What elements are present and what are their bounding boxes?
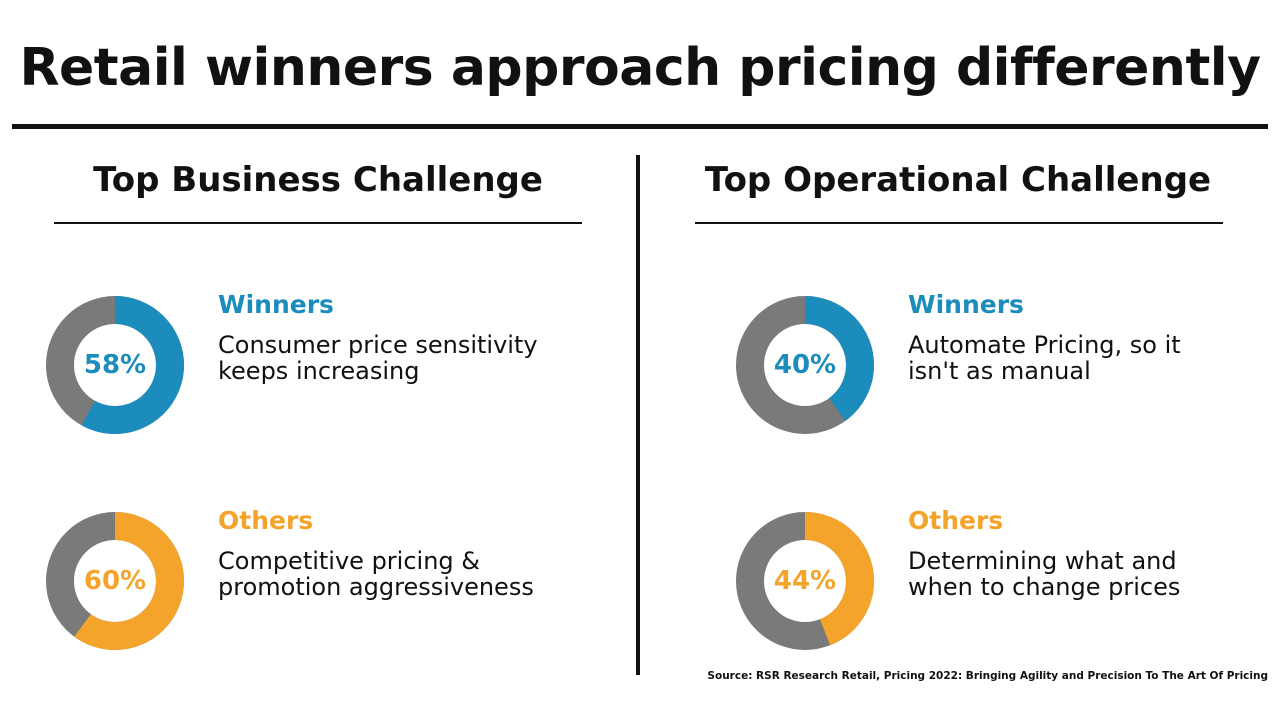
panel-heading-rule: [695, 222, 1223, 224]
donut-svg: [46, 296, 184, 434]
donut-svg: [46, 512, 184, 650]
donut-percent-label: 58%: [83, 350, 147, 380]
panel-heading: Top Operational Challenge: [704, 160, 1212, 200]
group-label: Others: [218, 506, 314, 535]
donut-item: 60% Others Competitive pricing & promoti…: [40, 506, 660, 656]
description-line: Consumer price sensitivity: [218, 331, 538, 359]
group-label: Winners: [908, 290, 1024, 319]
donut-svg: [736, 296, 874, 434]
page-title: Retail winners approach pricing differen…: [19, 38, 1261, 98]
description-line: Competitive pricing &: [218, 547, 480, 575]
challenge-description: Competitive pricing & promotion aggressi…: [218, 548, 548, 600]
donut-value-arc: [736, 296, 874, 434]
description-line: promotion aggressiveness: [218, 573, 534, 601]
panel-heading-rule: [54, 222, 582, 224]
donut-chart: 40%: [730, 290, 880, 440]
donut-chart: 58%: [40, 290, 190, 440]
donut-value-arc: [736, 512, 874, 650]
group-label: Others: [908, 506, 1004, 535]
description-line: Determining what and: [908, 547, 1177, 575]
donut-value-arc: [46, 296, 184, 434]
panel-heading: Top Business Challenge: [93, 160, 543, 200]
challenge-description: Automate Pricing, so it isn't as manual: [908, 332, 1238, 384]
description-line: Automate Pricing, so it: [908, 331, 1181, 359]
panel-divider: [636, 155, 640, 675]
challenge-description: Determining what and when to change pric…: [908, 548, 1238, 600]
challenge-description: Consumer price sensitivity keeps increas…: [218, 332, 548, 384]
donut-item: 44% Others Determining what and when to …: [730, 506, 1280, 656]
description-line: keeps increasing: [218, 357, 420, 385]
title-rule: [12, 124, 1268, 129]
donut-value-arc: [46, 512, 184, 650]
description-line: isn't as manual: [908, 357, 1091, 385]
description-line: when to change prices: [908, 573, 1181, 601]
donut-svg: [736, 512, 874, 650]
donut-item: 58% Winners Consumer price sensitivity k…: [40, 290, 660, 440]
donut-item: 40% Winners Automate Pricing, so it isn'…: [730, 290, 1280, 440]
source-note: Source: RSR Research Retail, Pricing 202…: [707, 670, 1268, 682]
donut-percent-label: 40%: [773, 350, 837, 380]
donut-chart: 44%: [730, 506, 880, 656]
group-label: Winners: [218, 290, 334, 319]
donut-percent-label: 60%: [83, 566, 147, 596]
donut-percent-label: 44%: [773, 566, 837, 596]
donut-chart: 60%: [40, 506, 190, 656]
